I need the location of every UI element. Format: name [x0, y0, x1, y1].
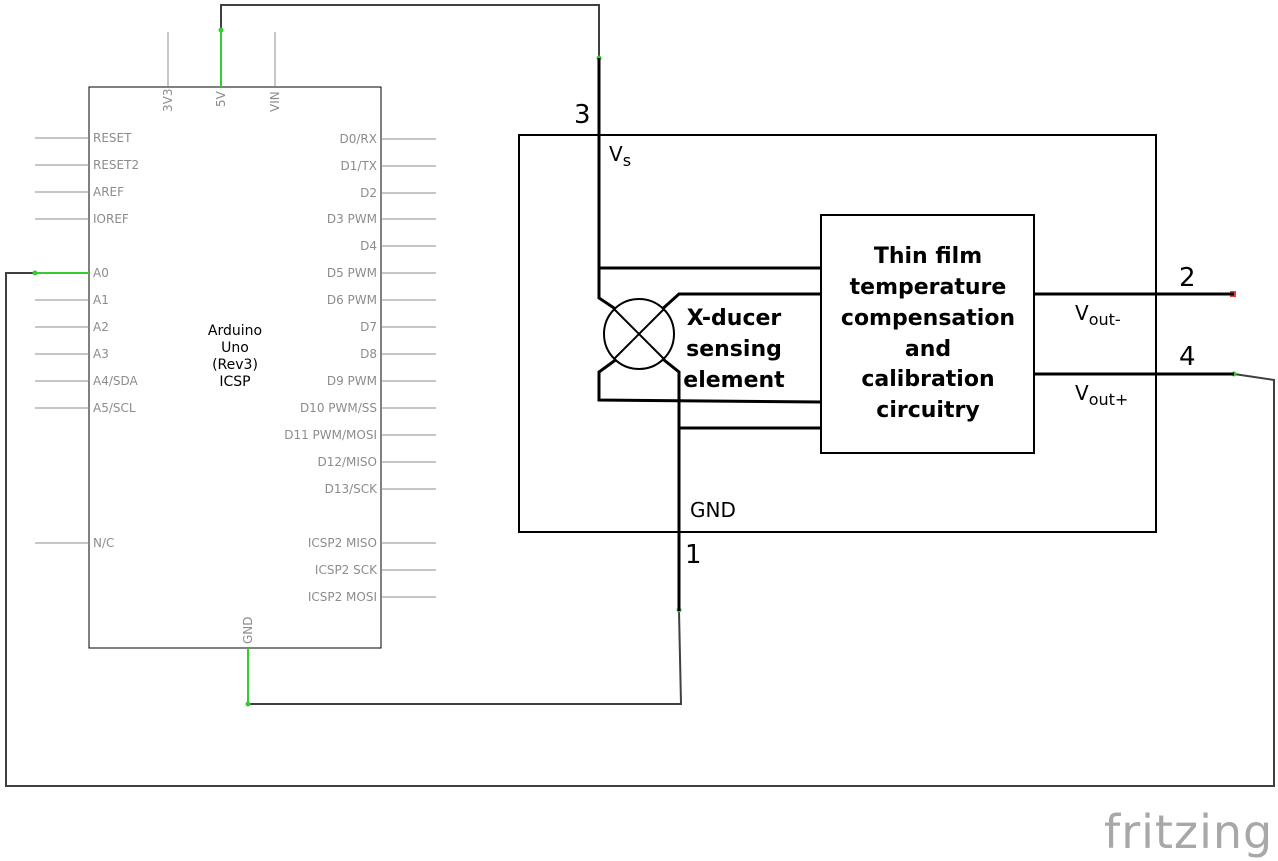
sensor-pin-1-label: 1: [685, 540, 702, 570]
wire-a0-to-vout-plus[interactable]: [5, 272, 1275, 787]
internal-xducer-out-upper: [657, 292, 821, 314]
compensation-circuit-box: [820, 214, 1035, 454]
pin-d0-label: D0/RX: [340, 132, 377, 146]
xducer-cross-line-2: [613, 308, 665, 360]
circuit-label-line-4: and: [905, 337, 951, 362]
sensor-pin-2-label: 2: [1179, 263, 1196, 293]
right-pins: D0/RX D1/TX D2 D3 PWM D4 D5 PWM D6 PWM D…: [284, 132, 436, 604]
xducer-label-line-1: X-ducer: [687, 306, 782, 331]
pin-ioref-label: IOREF: [93, 212, 129, 226]
circuit-label-line-5: calibration: [861, 367, 994, 392]
pin-3v3-label: 3V3: [161, 89, 175, 112]
arduino-title-line-1: Arduino: [208, 323, 262, 339]
pin-d11-label: D11 PWM/MOSI: [284, 428, 377, 442]
internal-xducer-out-lower: [597, 354, 822, 404]
sensor-body[interactable]: [518, 134, 1157, 533]
pin-d1-label: D1/TX: [341, 159, 377, 173]
pin-icsp2-mosi-label: ICSP2 MOSI: [308, 590, 377, 604]
wires: [5, 4, 1275, 787]
sensor-pin-4-label: 4: [1179, 342, 1196, 372]
wire-5v-to-vs[interactable]: [220, 4, 600, 58]
pin-nc-label: N/C: [93, 536, 114, 550]
xducer-label-line-2: sensing: [686, 337, 782, 362]
sensor-vout-minus-label: Vout-: [1075, 301, 1121, 329]
internal-vs-to-circuit: [597, 135, 821, 270]
pin-icsp2-sck-label: ICSP2 SCK: [315, 563, 378, 577]
arduino-title-line-2: Uno: [221, 340, 249, 356]
junction-5v: [218, 27, 224, 33]
pin-d4-label: D4: [360, 239, 377, 253]
pin-d8-label: D8: [360, 347, 377, 361]
pin-5v-label: 5V: [214, 90, 228, 107]
circuit-label-line-1: Thin film: [874, 244, 982, 269]
pin-a2-label: A2: [93, 320, 109, 334]
junction-a0: [32, 270, 38, 276]
pin-gnd-label: GND: [241, 616, 255, 644]
sensor-vout-plus-label: Vout+: [1075, 381, 1128, 409]
pin-icsp2-miso-label: ICSP2 MISO: [308, 536, 377, 550]
pin-aref-label: AREF: [93, 185, 124, 199]
pin-vin-label: VIN: [268, 91, 282, 112]
arduino-title-line-3: (Rev3): [212, 357, 258, 373]
pin-a5-label: A5/SCL: [93, 401, 136, 415]
pin-d12-label: D12/MISO: [317, 455, 377, 469]
pin-d2-label: D2: [360, 186, 377, 200]
pin-d9-label: D9 PWM: [327, 374, 377, 388]
pin-a3-label: A3: [93, 347, 109, 361]
pin-reset2-label: RESET2: [93, 158, 139, 172]
wire-gnd-to-gnd[interactable]: [248, 610, 683, 705]
sensor-vs-label: Vs: [609, 142, 631, 170]
circuit-label-line-6: circuitry: [876, 398, 979, 423]
circuit-label-line-2: temperature: [850, 275, 1007, 300]
pin-a4-label: A4/SDA: [93, 374, 139, 388]
pin-d3-label: D3 PWM: [327, 212, 377, 226]
pin-a1-label: A1: [93, 293, 109, 307]
pin-d10-label: D10 PWM/SS: [300, 401, 377, 415]
internal-vs-to-xducer: [597, 268, 621, 314]
sensor-gnd-label: GND: [690, 498, 736, 522]
pin-d7-label: D7: [360, 320, 377, 334]
arduino-title-line-4: ICSP: [219, 374, 250, 390]
pin-reset-label: RESET: [93, 131, 132, 145]
fritzing-logo: fritzing: [1104, 805, 1273, 859]
sensor-pin-3-label: 3: [574, 100, 591, 130]
junction-gnd-arduino: [245, 701, 251, 707]
pin-a0-label: A0: [93, 266, 109, 280]
pin-d13-label: D13/SCK: [325, 482, 379, 496]
xducer-label-line-3: element: [683, 368, 785, 393]
circuit-label-line-3: compensation: [841, 306, 1015, 331]
pin-d5-label: D5 PWM: [327, 266, 377, 280]
arduino-body[interactable]: [88, 86, 382, 649]
pin-d6-label: D6 PWM: [327, 293, 377, 307]
left-pins: RESET RESET2 AREF IOREF A0 A1 A2 A3 A4/S…: [35, 131, 139, 550]
